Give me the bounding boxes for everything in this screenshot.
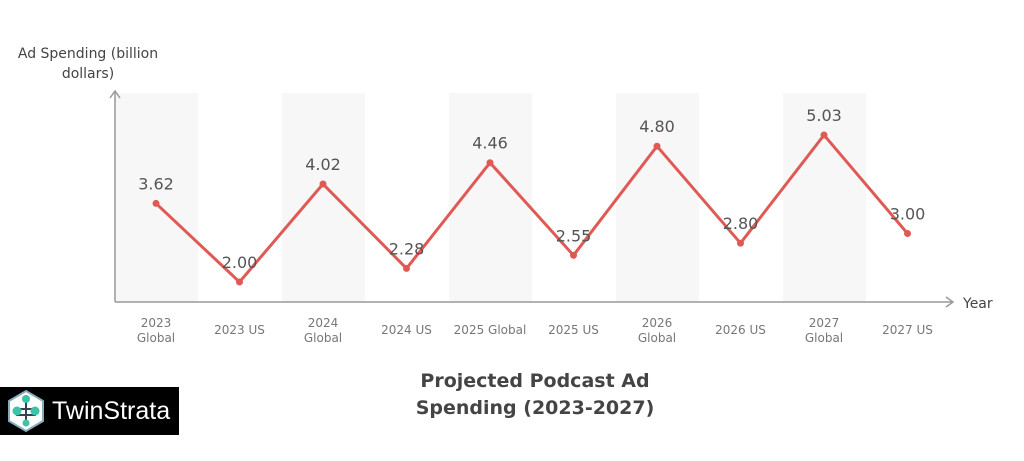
- chart-title: Projected Podcast Ad Spending (2023-2027…: [415, 370, 655, 419]
- data-label: 3.00: [890, 205, 926, 224]
- x-tick-label: Global: [137, 331, 175, 345]
- category-band: [783, 93, 866, 302]
- data-point: [570, 251, 577, 259]
- x-axis-label: Year: [962, 296, 993, 312]
- data-point: [737, 239, 744, 247]
- data-label: 2.28: [389, 239, 425, 258]
- series-line: [154, 133, 909, 284]
- network-hexagon-icon: [8, 389, 44, 433]
- data-point: [403, 264, 410, 272]
- x-axis-arrow: [945, 296, 955, 308]
- x-tick-label: Global: [805, 331, 843, 345]
- category-band: [115, 93, 198, 302]
- data-label: 2.55: [556, 226, 592, 245]
- x-tick-label: 2024: [308, 316, 339, 330]
- x-tick-label: Global: [638, 331, 676, 345]
- category-band: [282, 93, 365, 302]
- x-tick-label: 2027: [809, 316, 840, 330]
- x-tick-label: 2026: [642, 316, 673, 330]
- x-tick-label: 2024 US: [381, 323, 432, 337]
- x-tick-label: 2026 US: [715, 323, 766, 337]
- data-point: [486, 159, 494, 167]
- x-tick-label: 2023 US: [214, 323, 265, 337]
- data-label: 4.02: [305, 155, 341, 174]
- y-axis-arrow: [109, 89, 121, 99]
- x-tick-label: 2025 US: [548, 323, 599, 337]
- x-tick-label: 2023: [141, 316, 172, 330]
- data-label: 5.03: [806, 106, 842, 125]
- twinstrata-logo: TwinStrata: [0, 387, 179, 435]
- data-label: 2.00: [222, 253, 258, 272]
- y-axis-label: dollars): [62, 66, 114, 82]
- data-label: 4.46: [472, 134, 508, 153]
- data-point: [904, 230, 911, 237]
- x-tick-label: 2025 Global: [454, 323, 527, 337]
- data-point: [653, 142, 661, 150]
- category-band: [616, 93, 699, 302]
- data-point: [236, 278, 243, 286]
- x-tick-label: Global: [304, 331, 342, 345]
- data-point: [152, 199, 160, 207]
- data-point: [820, 131, 828, 139]
- data-label: 4.80: [639, 117, 675, 136]
- y-axis-label: Ad Spending (billion: [18, 46, 158, 62]
- data-label: 3.62: [138, 174, 174, 193]
- data-point: [319, 180, 327, 188]
- x-tick-label: 2027 US: [882, 323, 933, 337]
- data-label: 2.80: [723, 214, 759, 233]
- logo-text: TwinStrata: [52, 396, 171, 425]
